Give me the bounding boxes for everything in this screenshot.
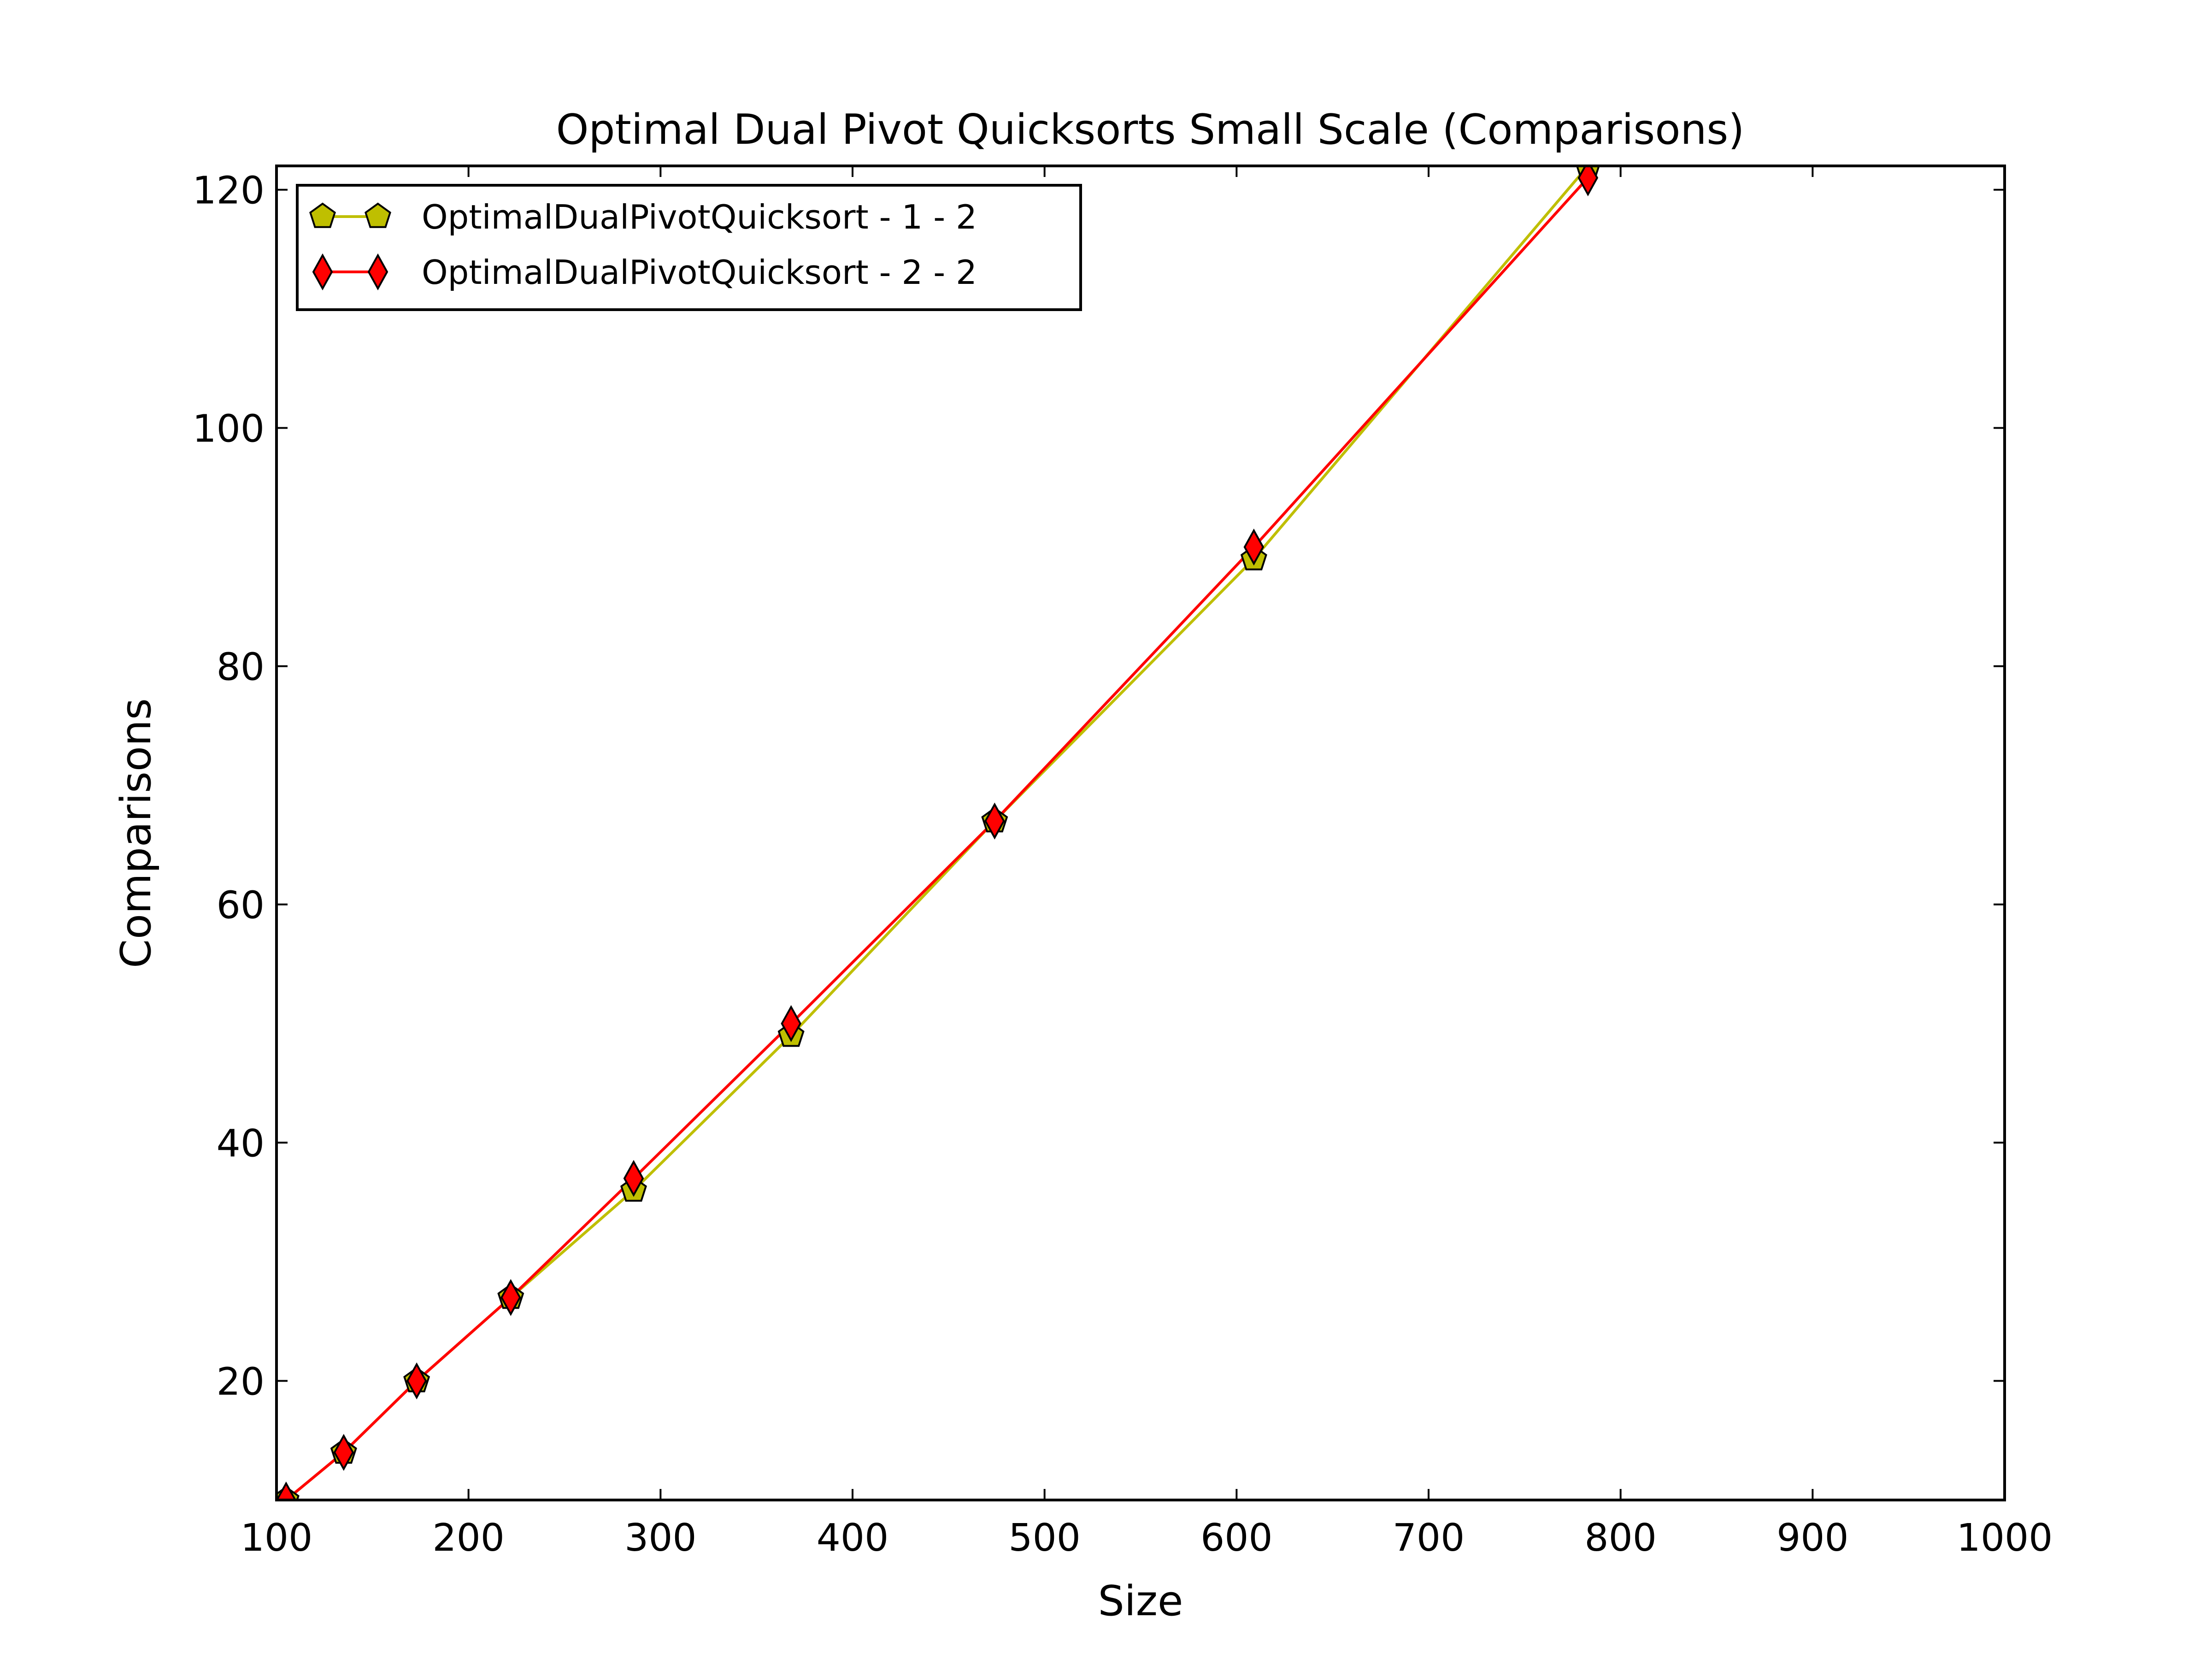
series-2-point (500, 1279, 521, 1316)
legend-entries: OptimalDualPivotQuicksort - 1 - 2 Optimal… (309, 198, 977, 292)
x-tick-label: 100 (241, 1516, 313, 1560)
series-2-point (276, 1481, 297, 1500)
y-axis-ticks: 20 40 60 80 100 120 (192, 169, 2005, 1404)
x-tick-label: 500 (1008, 1516, 1081, 1560)
y-tick-label: 120 (192, 169, 265, 213)
y-tick-label: 80 (217, 646, 265, 689)
series-2-point (1243, 529, 1265, 566)
x-tick-label: 1000 (1957, 1516, 2053, 1560)
legend-marker (365, 202, 391, 228)
x-tick-label: 200 (432, 1516, 505, 1560)
legend-entry-2: OptimalDualPivotQuicksort - 2 - 2 (312, 253, 977, 292)
series-2-point (984, 802, 1005, 840)
x-axis-label: Size (1098, 1577, 1183, 1625)
series-2-point (406, 1362, 427, 1400)
y-tick-label: 60 (217, 884, 265, 928)
series-2-point (623, 1159, 644, 1197)
x-tick-label: 400 (817, 1516, 889, 1560)
legend-marker (367, 253, 388, 291)
x-tick-label: 900 (1777, 1516, 1849, 1560)
x-tick-label: 800 (1584, 1516, 1657, 1560)
legend-marker (312, 253, 333, 291)
legend-label: OptimalDualPivotQuicksort - 2 - 2 (422, 253, 977, 292)
legend-box (296, 184, 1082, 311)
legend: OptimalDualPivotQuicksort - 1 - 2 Optimal… (296, 184, 1082, 311)
plot-frame (275, 165, 2006, 1501)
legend-label: OptimalDualPivotQuicksort - 1 - 2 (422, 198, 977, 236)
chart-title: Optimal Dual Pivot Quicksorts Small Scal… (556, 106, 1745, 154)
x-tick-label: 600 (1200, 1516, 1273, 1560)
x-tick-label: 700 (1393, 1516, 1465, 1560)
x-tick-label: 300 (624, 1516, 697, 1560)
y-axis-label: Comparisons (112, 698, 160, 968)
legend-marker (309, 202, 336, 228)
y-tick-label: 20 (217, 1360, 265, 1404)
series-2-point (781, 1005, 801, 1042)
series-2-markers (276, 166, 1599, 1500)
y-tick-label: 100 (192, 407, 265, 451)
plot-content (276, 166, 1600, 1500)
legend-entry-1: OptimalDualPivotQuicksort - 1 - 2 (309, 198, 977, 236)
x-axis-ticks: 100 200 300 400 500 600 700 800 900 1000 (241, 166, 2053, 1560)
series-2-point (1577, 166, 1599, 196)
series-2-point (333, 1434, 354, 1471)
y-tick-label: 40 (217, 1122, 265, 1166)
